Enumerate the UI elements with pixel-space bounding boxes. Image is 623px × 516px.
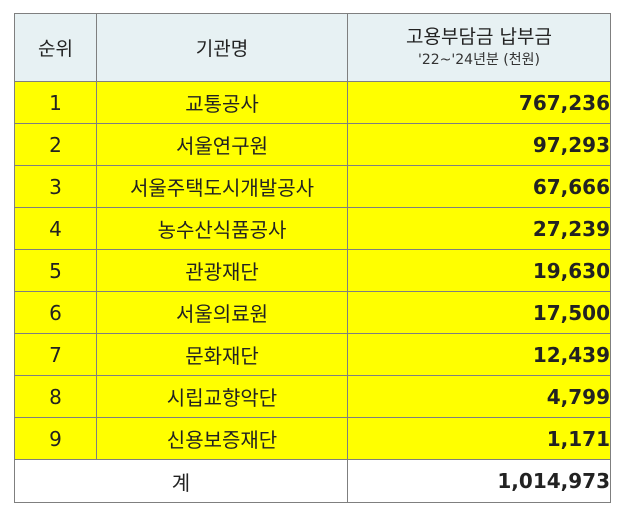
org-cell: 서울주택도시개발공사 bbox=[96, 165, 348, 208]
rank-cell: 2 bbox=[14, 123, 97, 166]
table-header: 순위 기관명 고용부담금 납부금 '22~'24년분 (천원) bbox=[14, 13, 611, 82]
amount-cell: 67,666 bbox=[347, 165, 611, 208]
amount-cell: 767,236 bbox=[347, 81, 611, 124]
amount-cell: 4,799 bbox=[347, 375, 611, 418]
table-body: 1 교통공사 767,236 2 서울연구원 97,293 3 서울주택도시개발… bbox=[14, 81, 611, 503]
header-amount-title: 고용부담금 납부금 bbox=[406, 25, 552, 48]
table-row: 8 시립교향악단 4,799 bbox=[14, 375, 611, 418]
ranking-table: 순위 기관명 고용부담금 납부금 '22~'24년분 (천원) 1 교통공사 7… bbox=[14, 13, 611, 503]
amount-cell: 12,439 bbox=[347, 333, 611, 376]
header-amount-sub: '22~'24년분 (천원) bbox=[418, 51, 540, 68]
rank-cell: 1 bbox=[14, 81, 97, 124]
org-cell: 문화재단 bbox=[96, 333, 348, 376]
total-amount: 1,014,973 bbox=[347, 459, 611, 503]
org-cell: 교통공사 bbox=[96, 81, 348, 124]
rank-cell: 4 bbox=[14, 207, 97, 250]
rank-cell: 3 bbox=[14, 165, 97, 208]
table-row: 9 신용보증재단 1,171 bbox=[14, 417, 611, 460]
org-cell: 시립교향악단 bbox=[96, 375, 348, 418]
table-row: 5 관광재단 19,630 bbox=[14, 249, 611, 292]
rank-cell: 5 bbox=[14, 249, 97, 292]
table-row: 7 문화재단 12,439 bbox=[14, 333, 611, 376]
rank-cell: 7 bbox=[14, 333, 97, 376]
header-amount: 고용부담금 납부금 '22~'24년분 (천원) bbox=[347, 13, 611, 82]
amount-cell: 17,500 bbox=[347, 291, 611, 334]
rank-cell: 9 bbox=[14, 417, 97, 460]
amount-cell: 1,171 bbox=[347, 417, 611, 460]
org-cell: 서울의료원 bbox=[96, 291, 348, 334]
total-label: 계 bbox=[14, 459, 348, 503]
org-cell: 서울연구원 bbox=[96, 123, 348, 166]
amount-cell: 27,239 bbox=[347, 207, 611, 250]
amount-cell: 19,630 bbox=[347, 249, 611, 292]
total-row: 계 1,014,973 bbox=[14, 459, 611, 503]
table-row: 6 서울의료원 17,500 bbox=[14, 291, 611, 334]
amount-cell: 97,293 bbox=[347, 123, 611, 166]
rank-cell: 8 bbox=[14, 375, 97, 418]
table-row: 2 서울연구원 97,293 bbox=[14, 123, 611, 166]
header-rank: 순위 bbox=[14, 13, 97, 82]
table-row: 3 서울주택도시개발공사 67,666 bbox=[14, 165, 611, 208]
table-row: 4 농수산식품공사 27,239 bbox=[14, 207, 611, 250]
org-cell: 관광재단 bbox=[96, 249, 348, 292]
org-cell: 농수산식품공사 bbox=[96, 207, 348, 250]
org-cell: 신용보증재단 bbox=[96, 417, 348, 460]
header-org: 기관명 bbox=[96, 13, 348, 82]
rank-cell: 6 bbox=[14, 291, 97, 334]
table-row: 1 교통공사 767,236 bbox=[14, 81, 611, 124]
